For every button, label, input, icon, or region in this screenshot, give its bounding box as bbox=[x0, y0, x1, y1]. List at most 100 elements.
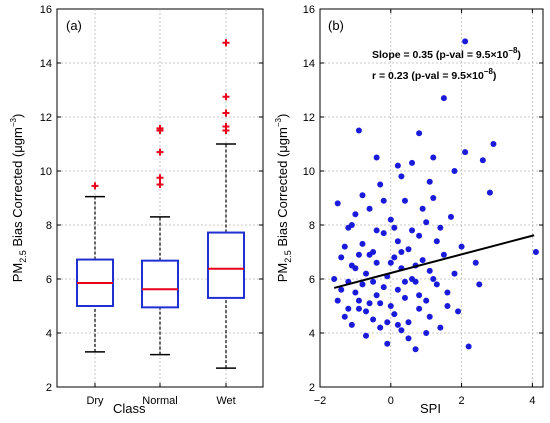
y-tick-label: 8 bbox=[309, 220, 315, 232]
scatter-point bbox=[334, 200, 341, 207]
scatter-point bbox=[380, 230, 387, 237]
scatter-point bbox=[352, 265, 359, 272]
panel-a-label: (a) bbox=[66, 18, 82, 33]
scatter-point bbox=[462, 38, 469, 45]
panel-b-annotation-r: r = 0.23 (p-val = 9.5×10−8) bbox=[372, 67, 496, 82]
scatter-point bbox=[426, 178, 433, 185]
panel-b-scatter: 2 4 6 8 10 12 14 16 −2 0 2 4 (b) Slope = 0.35 (p-v… bbox=[274, 4, 544, 416]
scatter-point bbox=[394, 162, 401, 169]
panel-b-fit-line bbox=[333, 234, 535, 289]
panel-a-boxplot: 2 4 6 8 10 12 14 16 Dry Normal Wet (a) Class PM2.… bbox=[9, 4, 264, 416]
scatter-point bbox=[451, 270, 458, 277]
scatter-point bbox=[412, 278, 419, 285]
x-tick-label: Dry bbox=[86, 395, 104, 407]
scatter-point bbox=[433, 281, 440, 288]
panel-b-grid bbox=[320, 9, 543, 387]
scatter-point bbox=[352, 289, 359, 296]
scatter-point bbox=[387, 259, 394, 266]
scatter-point bbox=[409, 159, 416, 166]
panel-b-annotation-slope: Slope = 0.35 (p-val = 9.5×10−8) bbox=[372, 46, 521, 61]
x-tick-label: Wet bbox=[216, 395, 235, 407]
outlier-marker bbox=[222, 39, 230, 47]
scatter-point bbox=[348, 222, 355, 228]
scatter-point bbox=[363, 308, 370, 315]
scatter-point bbox=[476, 281, 483, 288]
scatter-point bbox=[373, 227, 380, 234]
y-tick-label: 12 bbox=[40, 112, 52, 124]
scatter-point bbox=[447, 213, 454, 220]
y-tick-label: 4 bbox=[46, 328, 52, 340]
scatter-point bbox=[394, 286, 401, 293]
scatter-point bbox=[416, 130, 423, 137]
scatter-point bbox=[338, 254, 345, 261]
scatter-point bbox=[465, 343, 472, 350]
scatter-point bbox=[401, 294, 408, 301]
scatter-point bbox=[394, 238, 401, 245]
scatter-point bbox=[394, 321, 401, 328]
scatter-point bbox=[398, 173, 405, 180]
panel-a-x-ticks: Dry Normal Wet bbox=[86, 383, 236, 407]
scatter-point bbox=[373, 154, 380, 161]
scatter-point bbox=[370, 316, 377, 323]
outlier-marker bbox=[156, 181, 164, 188]
scatter-point bbox=[440, 251, 447, 258]
y-tick-label: 16 bbox=[303, 4, 315, 16]
scatter-point bbox=[426, 313, 433, 320]
panel-b-label: (b) bbox=[328, 18, 344, 33]
panel-a-y-title: PM2.5 Bias Corrected (μgm−3) bbox=[9, 114, 28, 283]
panel-b-points bbox=[331, 38, 539, 353]
scatter-point bbox=[380, 197, 387, 204]
scatter-point bbox=[380, 284, 387, 291]
scatter-point bbox=[401, 197, 408, 204]
scatter-point bbox=[426, 267, 433, 274]
scatter-point bbox=[419, 205, 426, 212]
x-tick-label: 4 bbox=[529, 395, 535, 407]
outlier-marker bbox=[156, 148, 164, 156]
scatter-point bbox=[430, 195, 437, 201]
y-tick-label: 4 bbox=[309, 328, 315, 340]
scatter-point bbox=[359, 281, 366, 288]
y-tick-label: 10 bbox=[40, 166, 52, 178]
scatter-point bbox=[444, 289, 451, 296]
scatter-point bbox=[472, 259, 479, 266]
panel-b-x-title: SPI bbox=[420, 401, 441, 416]
scatter-point bbox=[401, 278, 408, 285]
y-tick-label: 14 bbox=[40, 58, 52, 70]
x-tick-label: −2 bbox=[314, 395, 327, 407]
scatter-point bbox=[366, 251, 373, 258]
scatter-point bbox=[416, 292, 423, 299]
scatter-point bbox=[405, 246, 412, 253]
x-tick-label: 0 bbox=[388, 395, 394, 407]
panel-b-y-title: PM2.5 Bias Corrected (μgm−3) bbox=[274, 114, 293, 283]
scatter-point bbox=[355, 251, 362, 258]
scatter-point bbox=[363, 332, 370, 339]
scatter-point bbox=[341, 313, 348, 320]
scatter-point bbox=[405, 319, 412, 326]
scatter-point bbox=[355, 305, 362, 312]
scatter-point bbox=[479, 157, 486, 164]
scatter-point bbox=[377, 181, 384, 188]
outlier-marker bbox=[222, 109, 230, 117]
scatter-point bbox=[338, 286, 345, 293]
scatter-point bbox=[348, 321, 355, 328]
panel-a-grid bbox=[57, 9, 263, 387]
scatter-point bbox=[345, 305, 352, 312]
scatter-point bbox=[419, 257, 426, 264]
scatter-point bbox=[405, 335, 412, 342]
scatter-point bbox=[440, 95, 447, 102]
outlier-marker bbox=[156, 174, 164, 182]
scatter-point bbox=[486, 189, 493, 196]
x-tick-label: 2 bbox=[459, 395, 465, 407]
scatter-point bbox=[359, 240, 366, 247]
scatter-point bbox=[363, 270, 370, 277]
outlier-marker bbox=[222, 93, 230, 101]
y-tick-label: 16 bbox=[40, 4, 52, 16]
panel-a-x-title: Class bbox=[113, 401, 146, 416]
y-tick-label: 2 bbox=[309, 382, 315, 394]
scatter-point bbox=[430, 276, 437, 282]
outlier-marker bbox=[156, 124, 164, 132]
y-tick-label: 6 bbox=[46, 274, 52, 286]
scatter-point bbox=[532, 249, 539, 255]
y-tick-label: 12 bbox=[303, 112, 315, 124]
